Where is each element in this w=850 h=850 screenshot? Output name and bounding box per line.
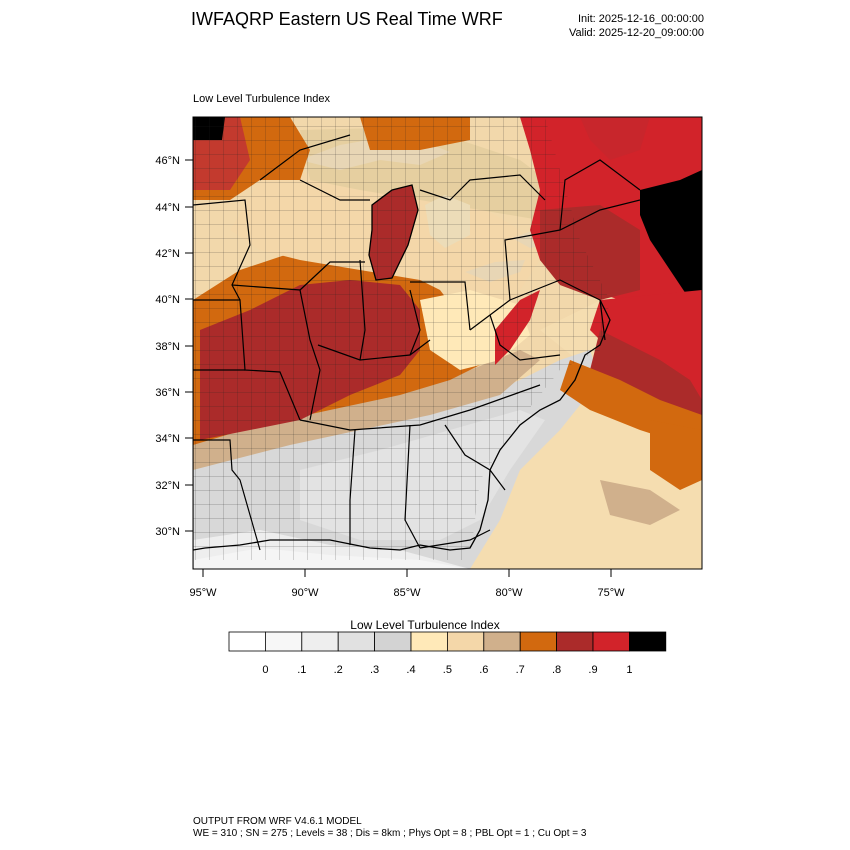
lon-label: 75°W <box>597 587 625 599</box>
lon-label: 95°W <box>189 587 217 599</box>
colorbar-box <box>446 631 485 652</box>
colorbar-tick-label: .2 <box>334 664 343 676</box>
lat-ticks <box>185 159 193 532</box>
coastline <box>193 299 611 551</box>
colorbar-box <box>556 631 594 652</box>
map-frame <box>192 116 703 570</box>
valid-time: Valid: 2025-12-20_09:00:00 <box>569 27 704 39</box>
colorbar-box <box>301 631 339 652</box>
lat-label: 40°N <box>155 294 180 306</box>
colorbar-tick-labels: 0 .1 .2 .3 .4 .5 .6 .7 .8 .9 1 <box>262 664 632 676</box>
colorbar-box <box>592 631 630 652</box>
colorbar-tick-label: .1 <box>297 664 306 676</box>
colorbar <box>228 631 667 652</box>
colorbar-box <box>483 631 521 652</box>
lat-label: 46°N <box>155 155 180 167</box>
colorbar-box <box>264 631 303 652</box>
lon-label: 80°W <box>495 587 523 599</box>
lat-label: 36°N <box>155 387 180 399</box>
colorbar-tick-label: .6 <box>479 664 488 676</box>
colorbar-tick-label: .9 <box>588 664 597 676</box>
colorbar-box <box>374 631 412 652</box>
lat-label: 34°N <box>155 433 180 445</box>
colorbar-tick-label: .8 <box>552 664 561 676</box>
lat-label: 30°N <box>155 526 180 538</box>
field-label: Low Level Turbulence Index <box>193 93 330 105</box>
colorbar-tick-label: .4 <box>406 664 415 676</box>
state-boundaries <box>193 117 641 569</box>
lat-label: 42°N <box>155 248 180 260</box>
lon-ticks <box>202 569 612 577</box>
init-time: Init: 2025-12-16_00:00:00 <box>578 13 704 25</box>
footer-model: OUTPUT FROM WRF V4.6.1 MODEL <box>193 816 362 827</box>
colorbar-box <box>519 631 558 652</box>
lon-label: 85°W <box>393 587 421 599</box>
colorbar-tick-label: .7 <box>516 664 525 676</box>
footer-config: WE = 310 ; SN = 275 ; Levels = 38 ; Dis … <box>193 828 587 839</box>
lake-michigan-outline <box>368 184 419 281</box>
colorbar-tick-label: .3 <box>370 664 379 676</box>
map-field <box>193 117 702 569</box>
colorbar-box <box>228 631 266 652</box>
lat-label: 44°N <box>155 202 180 214</box>
colorbar-tick-label: .5 <box>443 664 452 676</box>
colorbar-tick-label: 1 <box>626 664 632 676</box>
colorbar-tick-label: 0 <box>262 664 268 676</box>
colorbar-title: Low Level Turbulence Index <box>350 618 500 632</box>
lat-label: 32°N <box>155 480 180 492</box>
colorbar-box <box>629 631 667 652</box>
lon-label: 90°W <box>291 587 319 599</box>
main-title: IWFAQRP Eastern US Real Time WRF <box>191 9 503 29</box>
lat-label: 38°N <box>155 341 180 353</box>
colorbar-box <box>410 631 448 652</box>
colorbar-box <box>337 631 376 652</box>
